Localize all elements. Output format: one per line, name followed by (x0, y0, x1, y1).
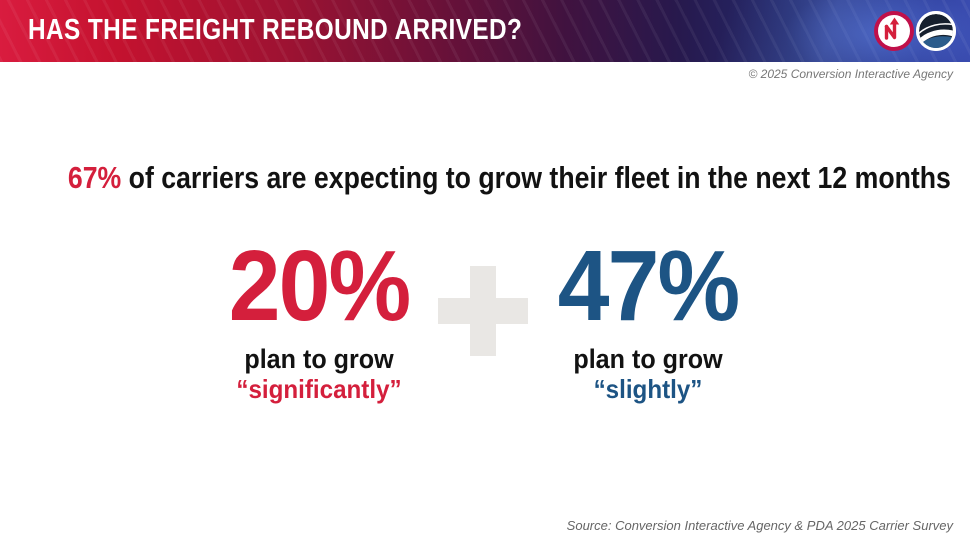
headline-text: of carriers are expecting to grow their … (121, 160, 951, 195)
stat-value-significantly: 20% (228, 230, 411, 342)
plus-icon (438, 266, 528, 356)
stat-label-significantly: plan to grow (244, 344, 394, 374)
stat-grow-slightly: 47% plan to grow “slightly” (490, 236, 806, 404)
source-citation: Source: Conversion Interactive Agency & … (566, 518, 953, 533)
headline-stat: 67% (67, 160, 122, 195)
stat-label-slightly: plan to grow (573, 344, 723, 374)
conversion-agency-logo-icon (874, 11, 914, 51)
header-banner: HAS THE FREIGHT REBOUND ARRIVED? (0, 0, 970, 62)
page-title: HAS THE FREIGHT REBOUND ARRIVED? (28, 13, 523, 46)
stat-qualifier-significantly: “significantly” (236, 374, 402, 405)
plus-vertical-bar (470, 266, 496, 356)
copyright-text: © 2025 Conversion Interactive Agency (748, 67, 953, 81)
stat-value-slightly: 47% (557, 230, 740, 342)
stat-grow-significantly: 20% plan to grow “significantly” (161, 236, 477, 404)
stat-qualifier-slightly: “slightly” (593, 374, 703, 405)
pda-logo-icon (916, 11, 956, 51)
headline: 67% of carriers are expecting to grow th… (67, 160, 951, 196)
logo-group (874, 11, 956, 51)
